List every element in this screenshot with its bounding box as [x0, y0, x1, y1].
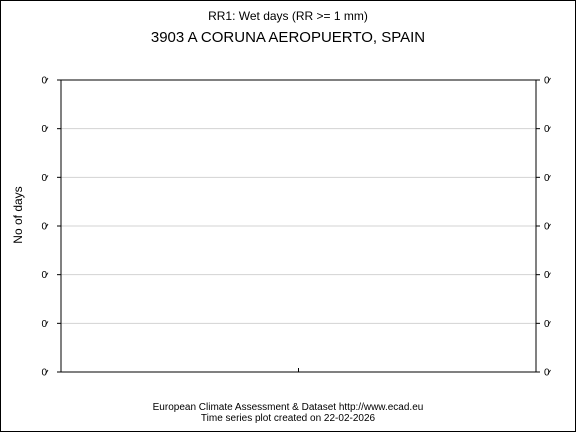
y-tick-label-right: 0	[544, 222, 550, 233]
y-tick-label-left-mark	[45, 272, 49, 277]
y-tick-label-right: 0	[544, 124, 550, 135]
y-axis-label: No of days	[11, 186, 25, 243]
y-tick-label-left: 0	[41, 222, 47, 233]
chart-title: RR1: Wet days (RR >= 1 mm)	[208, 9, 368, 23]
y-tick-label-right: 0	[544, 270, 550, 281]
y-tick-label-left: 0	[41, 173, 47, 184]
y-tick-label-right-mark	[547, 321, 551, 326]
tick-labels: 0 0 0 0 0 0 0 0 0 0 0 0 0 0	[41, 76, 551, 379]
y-tick-label-right: 0	[544, 368, 550, 379]
y-tick-label-left-mark	[45, 77, 49, 83]
y-tick-label-left-mark	[45, 126, 49, 131]
y-tick-label-left: 0	[41, 368, 47, 379]
chart-subtitle: 3903 A CORUNA AEROPUERTO, SPAIN	[151, 29, 425, 46]
y-tick-label-left: 0	[41, 270, 47, 281]
y-tick-label-right: 0	[544, 173, 550, 184]
y-tick-label-left-mark	[45, 223, 49, 229]
footer-created: Time series plot created on 22-02-2026	[201, 413, 376, 424]
grid-lines	[61, 128, 536, 324]
y-tick-label-right: 0	[544, 319, 550, 330]
y-tick-label-right-mark	[547, 175, 551, 180]
y-tick-label-right-mark	[547, 223, 551, 229]
y-tick-label-right-mark	[547, 369, 551, 375]
y-tick-label-right-mark	[547, 77, 551, 83]
y-tick-label-left-mark	[45, 175, 49, 180]
y-tick-label-left-mark	[45, 369, 49, 375]
y-tick-label-left-mark	[45, 321, 49, 326]
y-tick-label-right: 0	[544, 76, 550, 87]
y-tick-label-right-mark	[547, 126, 551, 131]
axis-ticks	[57, 79, 540, 373]
y-tick-label-right-mark	[547, 272, 551, 277]
y-tick-label-left: 0	[41, 76, 47, 87]
y-tick-label-left: 0	[41, 319, 47, 330]
footer-source: European Climate Assessment & Dataset ht…	[153, 402, 424, 413]
y-tick-label-left: 0	[41, 124, 47, 135]
